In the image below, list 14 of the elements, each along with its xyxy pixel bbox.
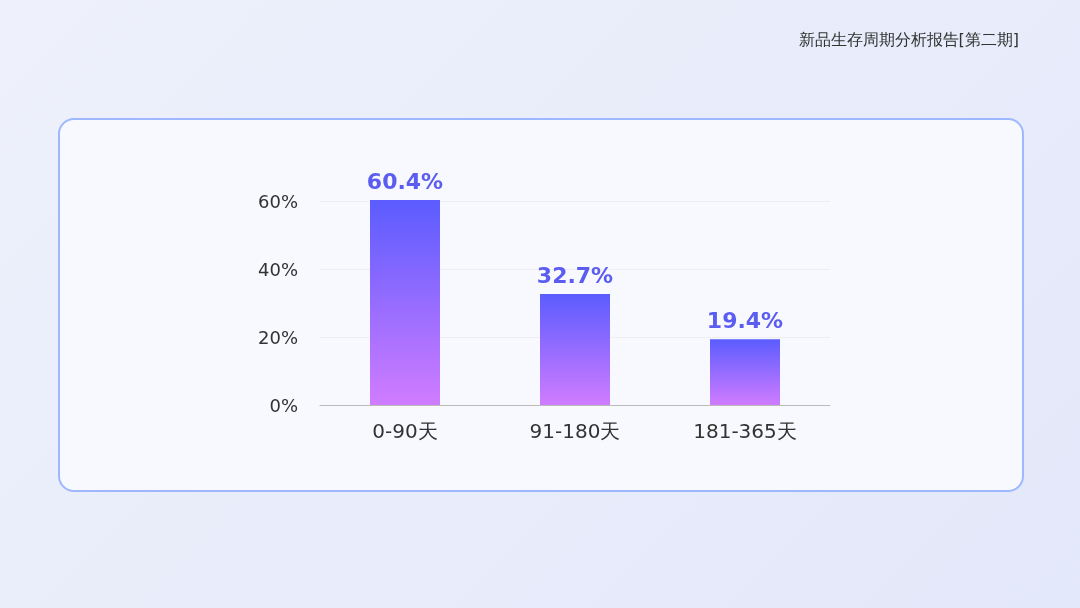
bar	[370, 200, 440, 405]
y-tick-label: 0%	[269, 394, 298, 416]
data-label: 60.4%	[366, 168, 444, 194]
y-tick-label: 60%	[257, 190, 298, 212]
y-tick-label: 20%	[257, 326, 298, 348]
bar	[710, 339, 780, 405]
bar	[540, 294, 610, 405]
x-tick-label: 181-365天	[693, 419, 797, 443]
data-label: 32.7%	[536, 262, 614, 288]
y-tick-label: 40%	[257, 258, 298, 280]
x-tick-label: 0-90天	[372, 419, 438, 443]
data-label: 19.4%	[706, 307, 784, 333]
x-tick-label: 91-180天	[529, 419, 621, 443]
text: 新品生存周期分析报告[第二期]	[798, 29, 1019, 49]
